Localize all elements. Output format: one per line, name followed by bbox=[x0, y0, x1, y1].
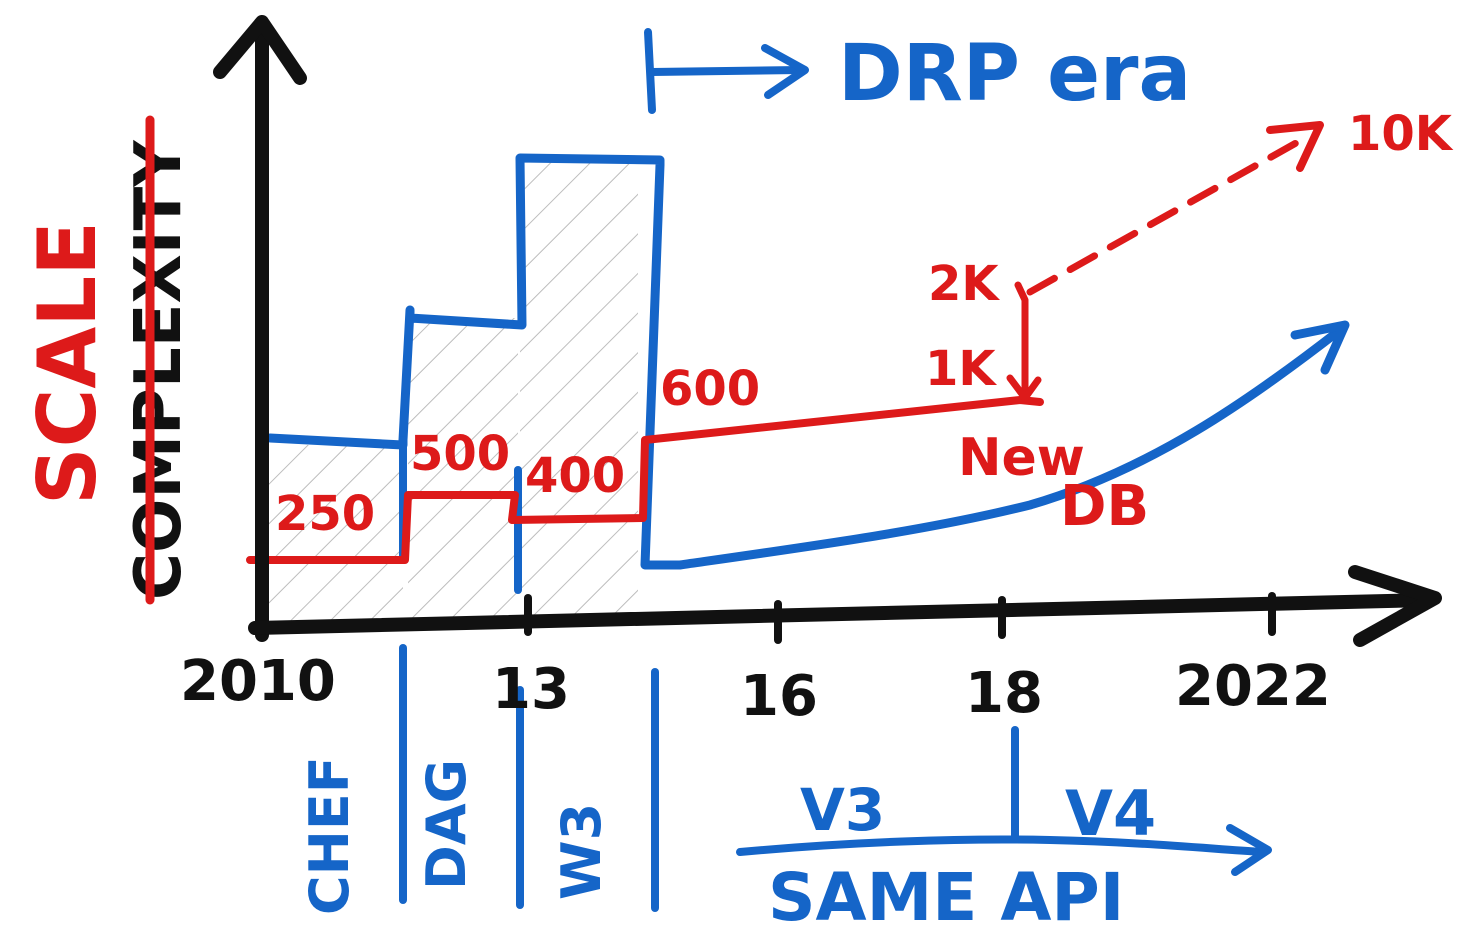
hatch-chef bbox=[268, 445, 403, 625]
x-axis-line bbox=[248, 593, 1437, 635]
label-db: DB bbox=[1060, 474, 1149, 539]
label-1k: 1K bbox=[925, 341, 997, 397]
same-api-label: SAME API bbox=[768, 859, 1124, 929]
era-label-w3: W3 bbox=[550, 803, 613, 900]
tick-label-13: 13 bbox=[492, 657, 570, 722]
scale-projection-arrowhead bbox=[1266, 121, 1324, 172]
api-arrow-line bbox=[736, 835, 1266, 856]
api-timeline: V3 V4 SAME API bbox=[736, 726, 1272, 929]
era-label-dag: DAG bbox=[415, 759, 478, 890]
drp-era-label: DRP era bbox=[838, 29, 1191, 119]
y-axis-arrowhead bbox=[213, 15, 307, 85]
drp-era-marker: DRP era bbox=[644, 28, 1191, 119]
label-400: 400 bbox=[525, 448, 625, 504]
hatch-w3 bbox=[520, 158, 638, 625]
scale-projection-line bbox=[1026, 134, 1309, 296]
label-2k: 2K bbox=[928, 256, 1000, 312]
x-tick-labels: 2010 13 16 18 2022 bbox=[180, 649, 1331, 729]
y-axis-title-scale: SCALE bbox=[21, 221, 114, 505]
tick-label-16: 16 bbox=[740, 664, 818, 729]
y-axis-titles: SCALE COMPLEXITY bbox=[21, 115, 196, 605]
api-arrowhead bbox=[1226, 824, 1272, 876]
drp-arrow-line bbox=[648, 66, 804, 76]
label-600: 600 bbox=[660, 361, 760, 417]
api-v4-label: V4 bbox=[1065, 777, 1156, 850]
scale-labels: 250 500 400 600 1K 2K 10K New DB bbox=[275, 106, 1454, 542]
hatch-dag bbox=[408, 318, 518, 625]
label-10k: 10K bbox=[1348, 106, 1454, 162]
scale-jump-arrowhead bbox=[1006, 374, 1042, 402]
api-v3-label: V3 bbox=[800, 776, 885, 844]
tick-label-18: 18 bbox=[965, 661, 1043, 726]
y-axis-title-complexity: COMPLEXITY bbox=[122, 140, 196, 600]
scale-jump-line bbox=[1014, 281, 1029, 404]
tick-label-2010: 2010 bbox=[180, 649, 336, 714]
complexity-arrowhead bbox=[1290, 320, 1350, 375]
tick-label-2022: 2022 bbox=[1175, 654, 1331, 719]
label-250: 250 bbox=[275, 486, 375, 542]
label-500: 500 bbox=[410, 426, 510, 482]
complexity-hatch bbox=[268, 158, 638, 625]
scale-step-line bbox=[246, 396, 1044, 564]
x-axis-arrowhead bbox=[1348, 565, 1442, 647]
drp-arrowhead bbox=[761, 44, 809, 99]
era-labels: CHEF DAG W3 bbox=[298, 756, 613, 915]
era-label-chef: CHEF bbox=[298, 756, 361, 915]
label-new: New bbox=[958, 428, 1085, 488]
axes bbox=[213, 15, 1442, 647]
